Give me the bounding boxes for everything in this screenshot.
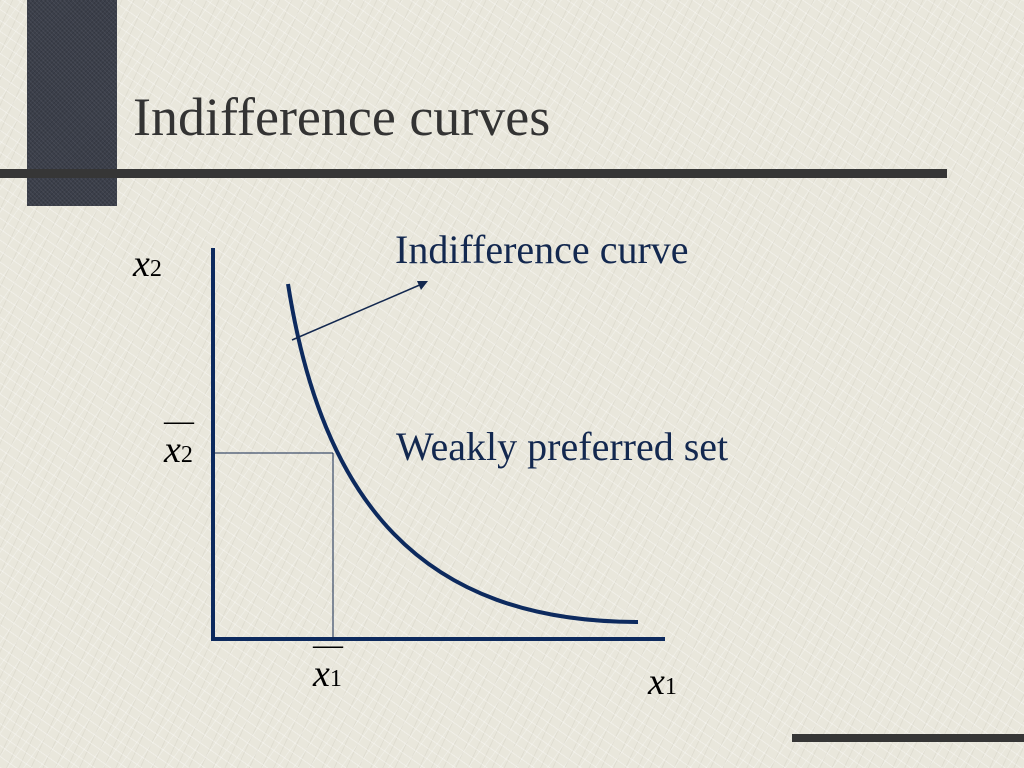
reference-x-variable: x xyxy=(313,653,330,695)
indifference-curve-label: Indifference curve xyxy=(395,227,689,272)
title-rule xyxy=(0,169,947,178)
reference-y-variable: x xyxy=(164,429,181,471)
slide-title: Indifference curves xyxy=(133,87,551,147)
reference-y-bar: — xyxy=(164,404,194,437)
x-axis-label: x1 xyxy=(648,660,677,704)
reference-x-bar: — xyxy=(313,628,343,661)
reference-y-label: — x2 xyxy=(164,404,194,472)
reference-y-subscript: 2 xyxy=(180,442,193,468)
y-axis-variable: x xyxy=(133,243,150,285)
y-axis-subscript: 2 xyxy=(149,256,162,282)
weakly-preferred-set-label: Weakly preferred set xyxy=(396,424,729,469)
reference-x-label: — x1 xyxy=(313,628,343,696)
reference-x-subscript: 1 xyxy=(329,666,342,692)
y-axis-label: x2 xyxy=(133,242,162,286)
indifference-curve xyxy=(286,283,639,624)
x-axis-subscript: 1 xyxy=(664,674,677,700)
x-axis-variable: x xyxy=(648,661,665,703)
footer-rule xyxy=(792,734,1024,742)
pointer-arrow-line xyxy=(291,283,423,341)
pointer-arrow-head xyxy=(417,281,428,290)
